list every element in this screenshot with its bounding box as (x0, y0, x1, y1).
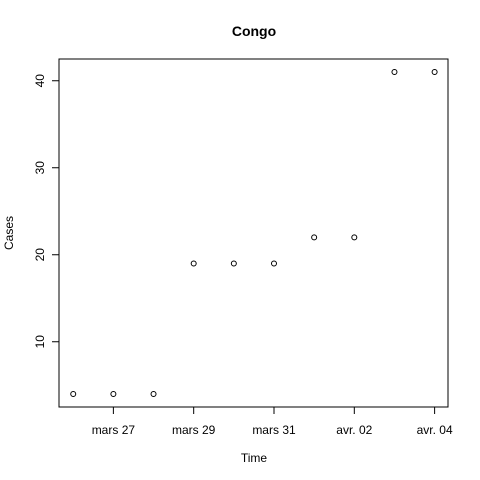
data-point (230, 260, 237, 267)
data-point (391, 69, 398, 76)
data-point (190, 260, 197, 267)
x-axis: mars 27 mars 29 mars 31 avr. 02 avr. 04 (92, 406, 453, 437)
data-point (351, 234, 358, 241)
y-axis-label: Cases (2, 216, 16, 250)
x-tick-label: avr. 02 (336, 423, 372, 437)
y-tick-label: 30 (33, 161, 47, 175)
data-points (70, 69, 438, 397)
plot-frame (58, 58, 449, 408)
x-axis-label: Time (241, 451, 268, 465)
y-tick-label: 40 (33, 74, 47, 88)
y-tick-label: 10 (33, 335, 47, 349)
x-tick-label: mars 27 (92, 423, 136, 437)
data-point (150, 390, 157, 397)
data-point (431, 69, 438, 76)
data-point (311, 234, 318, 241)
y-tick-label: 20 (33, 248, 47, 262)
x-tick-label: mars 31 (252, 423, 296, 437)
y-axis: 10 20 30 40 (33, 74, 60, 349)
data-point (110, 390, 117, 397)
x-tick-label: avr. 04 (417, 423, 453, 437)
data-point (70, 390, 77, 397)
data-point (270, 260, 277, 267)
chart-title: Congo (232, 23, 276, 39)
x-tick-label: mars 29 (172, 423, 216, 437)
